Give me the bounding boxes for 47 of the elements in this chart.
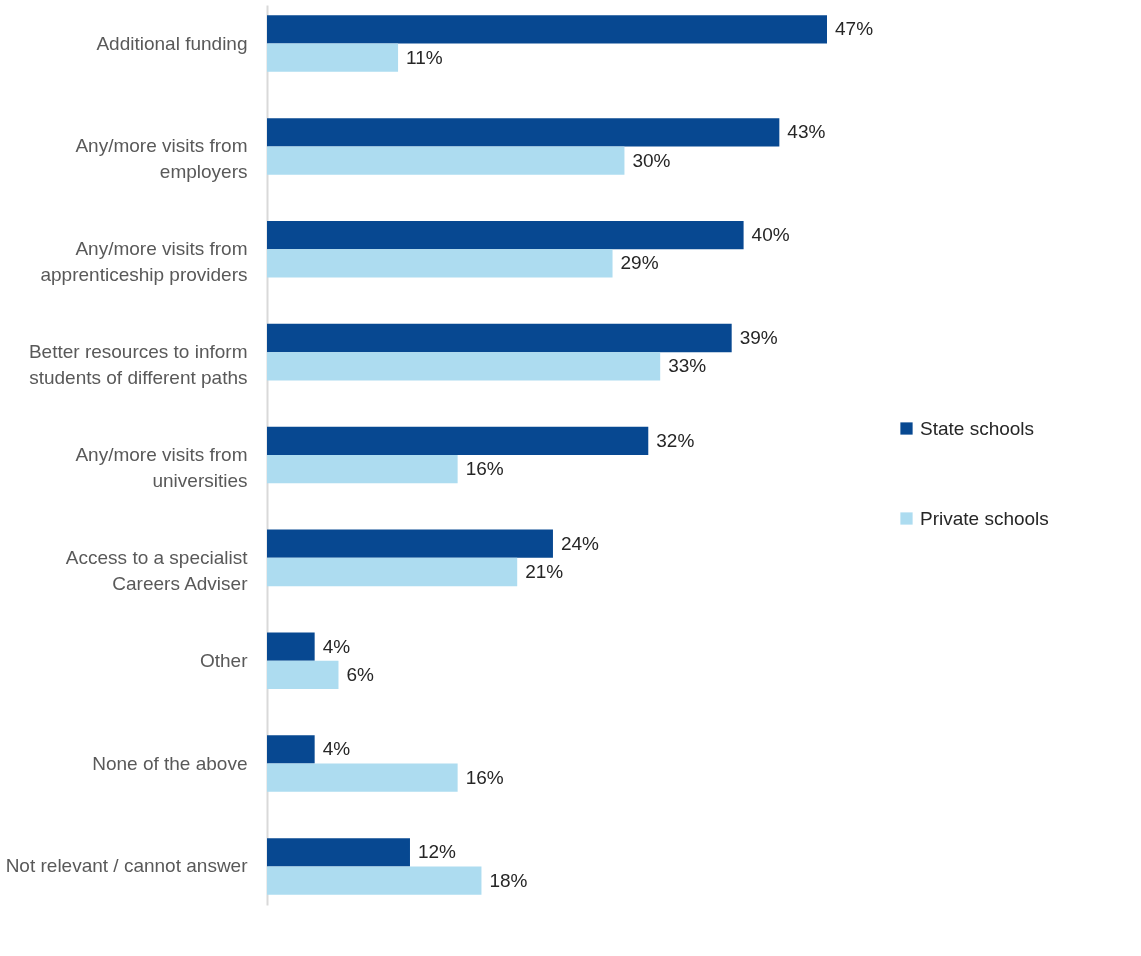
y-tick-label: Not relevant / cannot answer xyxy=(5,855,249,877)
data-label: 47% xyxy=(835,18,874,40)
bar xyxy=(267,323,732,353)
data-label: 43% xyxy=(787,121,826,143)
data-label: 4% xyxy=(322,635,351,657)
bar xyxy=(267,221,744,250)
bar xyxy=(267,455,458,484)
bar xyxy=(267,249,613,278)
data-label: 18% xyxy=(489,869,528,891)
data-label: 29% xyxy=(620,252,659,274)
bar xyxy=(267,15,827,44)
bar xyxy=(267,735,315,764)
data-label: 12% xyxy=(417,841,457,863)
data-label: 24% xyxy=(560,532,600,554)
y-tick-label: Better resources to inform students of different paths xyxy=(28,341,248,389)
y-tick-label: Any/more visits from employers xyxy=(75,135,248,183)
data-label: 30% xyxy=(632,149,671,171)
bar xyxy=(267,632,315,661)
data-label: 6% xyxy=(346,663,375,685)
data-label: 39% xyxy=(739,327,778,348)
bar xyxy=(267,426,649,455)
bar xyxy=(267,529,553,558)
legend-label: Private schools xyxy=(920,507,1049,529)
bar xyxy=(267,660,339,689)
y-tick-label: None of the above xyxy=(92,752,248,774)
y-tick-label: Access to a specialist Careers Adviser xyxy=(65,546,249,594)
data-label: 11% xyxy=(406,46,443,68)
bar xyxy=(267,838,410,867)
y-tick-label: Additional funding xyxy=(96,32,248,54)
bar xyxy=(267,557,518,587)
data-label: 16% xyxy=(465,458,504,480)
y-tick-label: Any/more visits from apprenticeship providers xyxy=(40,238,248,286)
bar xyxy=(267,146,625,175)
data-label: 33% xyxy=(668,355,707,377)
data-label: 32% xyxy=(656,429,695,451)
y-tick-label: Any/more visits from universities xyxy=(75,444,248,491)
bar xyxy=(267,763,458,792)
bar xyxy=(267,43,399,72)
bar xyxy=(267,352,661,381)
data-label: 40% xyxy=(751,224,790,246)
legend-label: State schools xyxy=(920,417,1035,439)
data-label: 21% xyxy=(525,561,564,582)
bar xyxy=(267,118,780,147)
bar xyxy=(267,866,482,895)
data-label: 4% xyxy=(322,738,351,760)
y-tick-label: Other xyxy=(199,649,249,671)
data-label: 16% xyxy=(465,766,504,788)
